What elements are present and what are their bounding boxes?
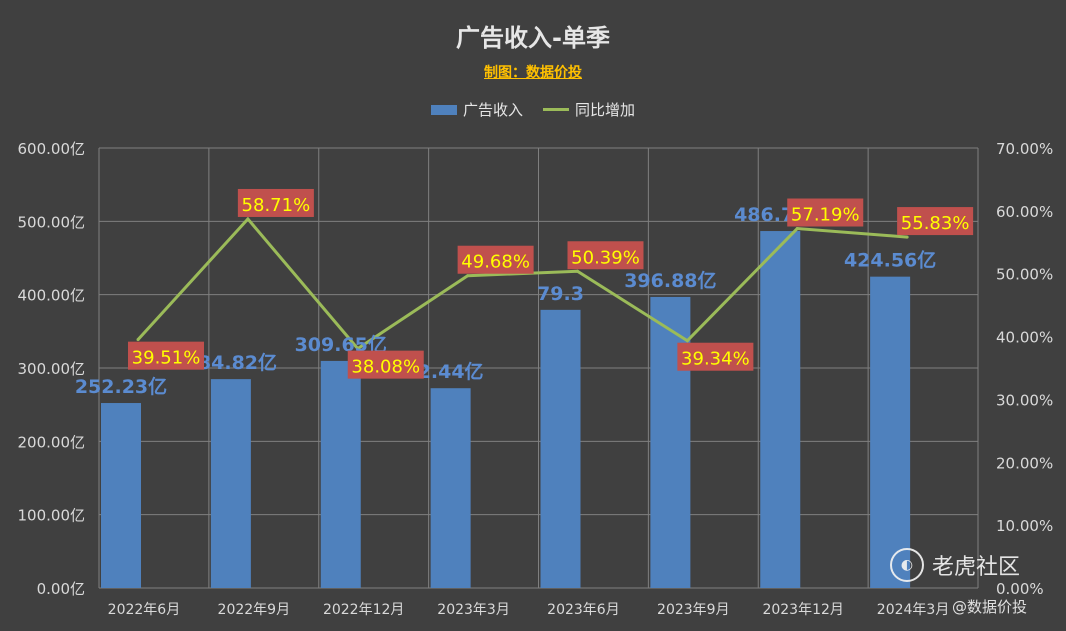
y-right-tick-label: 10.00% bbox=[996, 517, 1053, 535]
legend-item-line: 同比增加 bbox=[543, 99, 635, 120]
y-left-tick-label: 300.00亿 bbox=[18, 360, 86, 378]
x-tick-label: 2022年12月 bbox=[323, 602, 404, 618]
pct-label-box bbox=[237, 188, 314, 217]
x-tick-label: 2022年9月 bbox=[218, 602, 291, 618]
y-right-tick-label: 50.00% bbox=[996, 266, 1053, 284]
line-data-label: 55.83% bbox=[901, 213, 970, 234]
line-point bbox=[356, 347, 360, 351]
y-left-tick-label: 400.00亿 bbox=[18, 287, 86, 305]
watermark-sub: @数据价投 bbox=[952, 598, 1028, 616]
bar bbox=[430, 388, 471, 588]
watermark-main-text: 老虎社区 bbox=[932, 555, 1021, 580]
legend-swatch-line bbox=[543, 108, 569, 111]
bar-data-label: 284.82亿 bbox=[185, 351, 277, 374]
bar-data-label: 424.56亿 bbox=[844, 249, 936, 272]
line-data-label: 39.34% bbox=[681, 349, 750, 370]
y-left-tick-label: 0.00亿 bbox=[37, 580, 85, 598]
line-point bbox=[136, 338, 140, 342]
y-right-tick-label: 70.00% bbox=[996, 140, 1053, 158]
legend-swatch-bar bbox=[430, 104, 457, 115]
pct-label-box bbox=[457, 245, 534, 274]
bar bbox=[650, 296, 691, 588]
line-point bbox=[246, 217, 250, 221]
bar-data-label: 396.88亿 bbox=[624, 269, 716, 292]
pct-label-box bbox=[677, 342, 754, 371]
line-data-label: 38.08% bbox=[351, 357, 420, 378]
line-point bbox=[905, 235, 909, 239]
pct-label-box bbox=[567, 241, 644, 270]
line-point bbox=[795, 227, 799, 231]
x-tick-label: 2023年3月 bbox=[437, 602, 510, 618]
pct-label-box bbox=[347, 350, 424, 379]
bar-data-label: 2.44亿 bbox=[418, 360, 484, 383]
bar-data-label: 252.23亿 bbox=[75, 375, 167, 398]
bar bbox=[760, 231, 801, 588]
line-data-label: 58.71% bbox=[242, 195, 311, 216]
chart-subtitle: 制图：数据价投 bbox=[484, 65, 582, 81]
bar bbox=[540, 309, 581, 588]
y-right-tick-label: 60.00% bbox=[996, 203, 1053, 221]
bar-data-label: 309.65亿 bbox=[295, 333, 387, 356]
line-point bbox=[466, 274, 470, 278]
line-point bbox=[685, 339, 689, 343]
x-tick-label: 2023年12月 bbox=[762, 602, 843, 618]
line-data-label: 57.19% bbox=[791, 205, 860, 226]
x-tick-label: 2024年3月 bbox=[877, 602, 950, 618]
chart-legend: 广告收入 同比增加 bbox=[0, 99, 1066, 120]
y-right-tick-label: 40.00% bbox=[996, 329, 1053, 347]
x-tick-label: 2023年6月 bbox=[547, 602, 620, 618]
line-data-label: 49.68% bbox=[461, 252, 530, 273]
bar bbox=[870, 276, 911, 588]
legend-item-bar: 广告收入 bbox=[430, 99, 523, 120]
y-left-tick-label: 600.00亿 bbox=[18, 140, 86, 158]
line-point bbox=[576, 269, 579, 273]
line-data-label: 39.51% bbox=[132, 348, 201, 369]
x-tick-label: 2023年9月 bbox=[657, 602, 730, 618]
bar-data-label: 79.3 bbox=[537, 283, 584, 305]
legend-label-bar: 广告收入 bbox=[462, 101, 523, 119]
y-left-tick-label: 200.00亿 bbox=[18, 433, 86, 451]
chart-title: 广告收入-单季 bbox=[456, 24, 610, 52]
pct-label-box bbox=[787, 198, 864, 227]
y-left-tick-label: 100.00亿 bbox=[18, 507, 86, 525]
line-data-label: 50.39% bbox=[571, 247, 640, 268]
tiger-logo-icon: ◐ bbox=[890, 548, 924, 582]
bar bbox=[101, 403, 141, 588]
watermark-main: ◐ 老虎社区 bbox=[890, 548, 1020, 582]
legend-label-line: 同比增加 bbox=[575, 101, 636, 119]
y-right-tick-label: 20.00% bbox=[996, 454, 1053, 472]
y-right-tick-label: 30.00% bbox=[996, 391, 1053, 409]
y-left-tick-label: 500.00亿 bbox=[18, 213, 86, 231]
y-right-tick-label: 0.00% bbox=[996, 580, 1044, 598]
x-tick-label: 2022年6月 bbox=[108, 602, 181, 618]
bar bbox=[320, 360, 361, 588]
pct-label-box bbox=[128, 341, 204, 370]
bar bbox=[210, 379, 251, 588]
pct-label-box bbox=[897, 207, 974, 236]
